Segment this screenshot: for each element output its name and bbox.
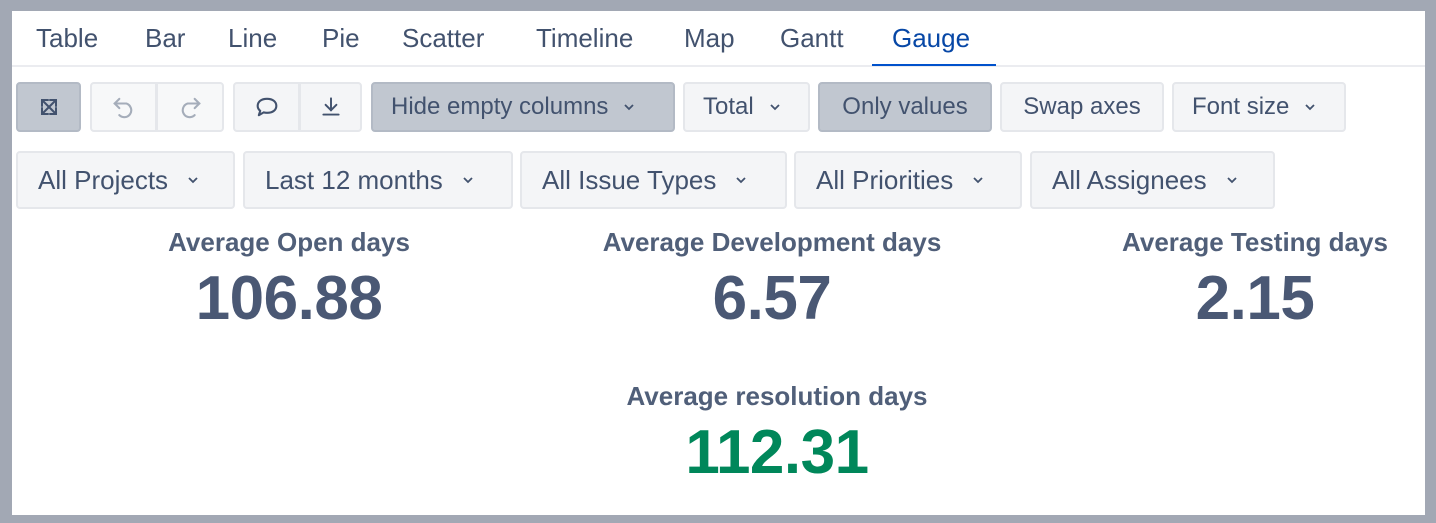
development-days-label: Average Development days (602, 227, 942, 257)
chevron-down-icon (1227, 177, 1237, 184)
tab-gauge[interactable]: Gauge (892, 23, 971, 53)
open-days-value: 106.88 (195, 264, 383, 333)
download-icon (321, 97, 340, 116)
font-size-label: Font size (1192, 93, 1290, 120)
projects-filter-label: All Projects (38, 164, 169, 195)
issue-types-filter-label: All Issue Types (542, 164, 717, 195)
resolution-days-value: 112.31 (685, 418, 869, 487)
swap-axes-label: Swap axes (1023, 93, 1141, 120)
hide-empty-columns-label: Hide empty columns (391, 93, 609, 120)
fullscreen-icon (40, 99, 57, 115)
chevron-down-icon (736, 177, 747, 184)
assignees-filter-label: All Assignees (1052, 164, 1207, 195)
undo-icon (112, 97, 132, 119)
chevron-down-icon (973, 177, 983, 184)
tab-scatter[interactable]: Scatter (402, 23, 485, 53)
active-tab-indicator (872, 64, 996, 66)
download-button[interactable] (300, 82, 362, 132)
total-dropdown[interactable]: Total (683, 82, 810, 132)
period-filter-label: Last 12 months (265, 164, 443, 195)
chart-type-tabs: Table Bar Line Pie Scatter Timeline Map … (12, 11, 1425, 67)
total-label: Total (703, 93, 754, 120)
testing-days-label: Average Testing days (1122, 227, 1388, 257)
redo-icon (181, 97, 201, 119)
chevron-down-icon (624, 104, 635, 111)
priorities-filter[interactable]: All Priorities (794, 151, 1022, 209)
tab-line[interactable]: Line (228, 23, 278, 53)
tab-table[interactable]: Table (36, 23, 99, 53)
comment-button[interactable] (233, 82, 300, 132)
testing-days-value: 2.15 (1195, 264, 1315, 333)
report-panel: Table Bar Line Pie Scatter Timeline Map … (12, 11, 1425, 515)
issue-types-filter[interactable]: All Issue Types (520, 151, 787, 209)
priorities-filter-label: All Priorities (816, 164, 954, 195)
undo-button[interactable] (90, 82, 157, 132)
fullscreen-button[interactable] (16, 82, 81, 132)
redo-button[interactable] (157, 82, 224, 132)
tab-bar[interactable]: Bar (145, 23, 186, 53)
resolution-days-label: Average resolution days (626, 381, 928, 411)
assignees-filter[interactable]: All Assignees (1030, 151, 1275, 209)
hide-empty-columns-dropdown[interactable]: Hide empty columns (371, 82, 675, 132)
projects-filter[interactable]: All Projects (16, 151, 235, 209)
tab-pie[interactable]: Pie (322, 23, 360, 53)
period-filter[interactable]: Last 12 months (243, 151, 513, 209)
tab-map[interactable]: Map (684, 23, 735, 53)
chevron-down-icon (770, 104, 780, 111)
open-days-label: Average Open days (168, 227, 410, 257)
only-values-label: Only values (842, 93, 968, 120)
tab-timeline[interactable]: Timeline (536, 23, 634, 53)
chevron-down-icon (463, 177, 473, 184)
only-values-toggle[interactable]: Only values (818, 82, 992, 132)
swap-axes-button[interactable]: Swap axes (1000, 82, 1164, 132)
tab-gantt[interactable]: Gantt (780, 23, 844, 53)
development-days-value: 6.57 (712, 264, 832, 333)
chevron-down-icon (1305, 104, 1316, 111)
comment-icon (256, 97, 277, 117)
chevron-down-icon (188, 177, 198, 184)
font-size-dropdown[interactable]: Font size (1172, 82, 1346, 132)
